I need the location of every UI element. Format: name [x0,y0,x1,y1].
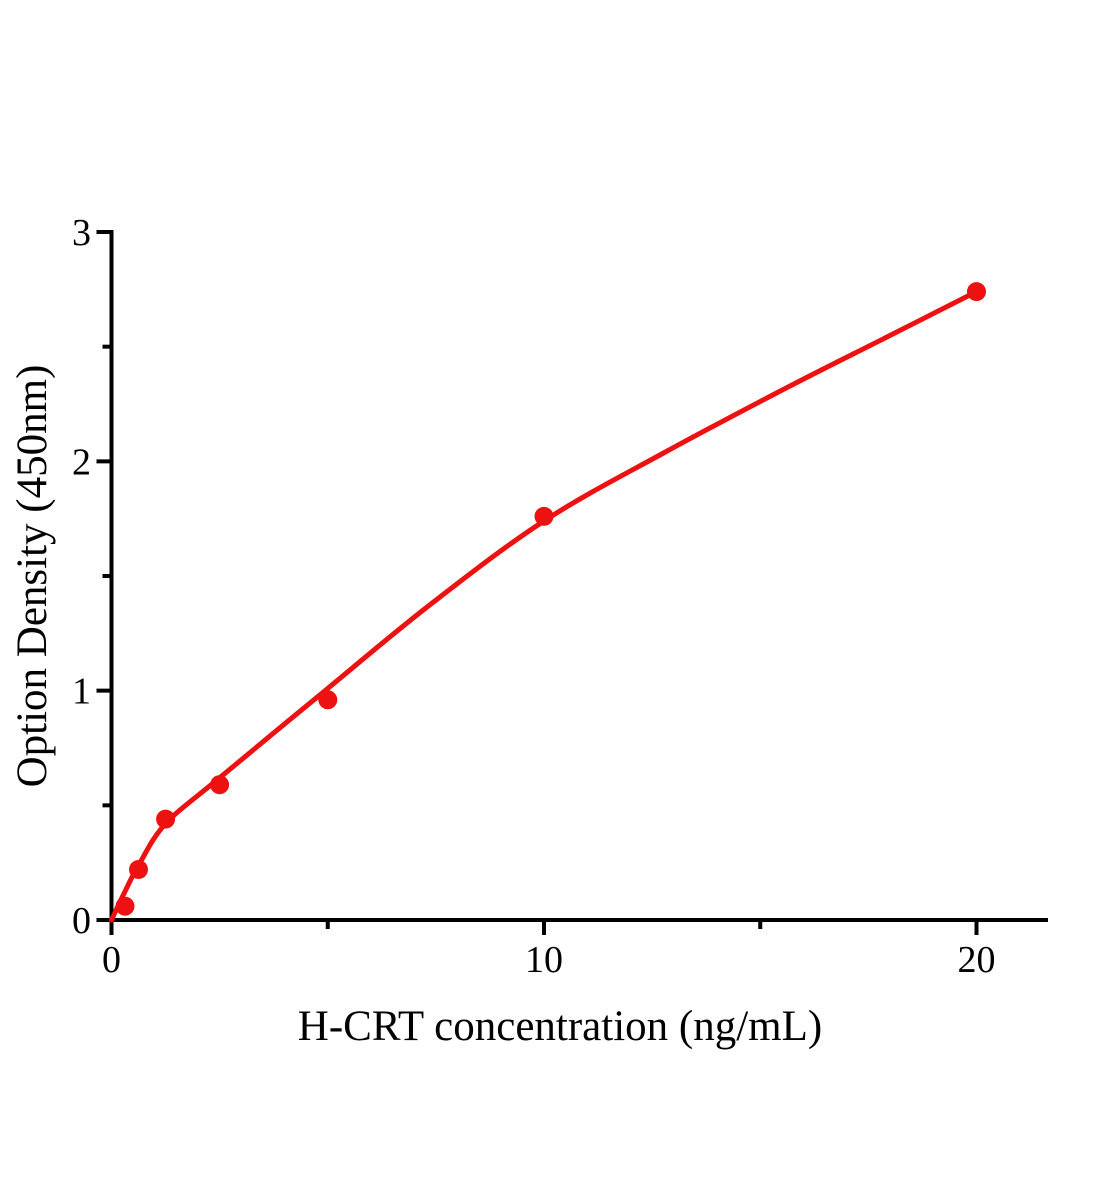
y-axis-title: Option Density (450nm) [9,365,56,788]
data-point [129,860,148,879]
x-axis-title: H-CRT concentration (ng/mL) [298,1003,822,1050]
y-tick-label: 2 [72,441,91,483]
x-tick-label: 20 [958,939,996,981]
data-point [115,896,135,916]
y-axis-tick-labels: 0 1 2 3 [72,212,91,942]
y-tick-label: 1 [72,671,91,713]
data-points-group [115,282,986,916]
data-point [967,282,986,302]
data-point [534,506,554,526]
data-point [318,690,338,710]
fit-curve-line [109,289,979,923]
y-tick-label: 3 [72,212,91,254]
x-tick-label: 10 [525,939,563,981]
y-axis-ticks [96,230,114,922]
y-tick-label: 0 [72,900,91,942]
data-point [156,809,176,829]
data-point [210,775,230,795]
x-axis-tick-labels: 0 10 20 [102,939,996,981]
x-tick-label: 0 [102,939,121,981]
